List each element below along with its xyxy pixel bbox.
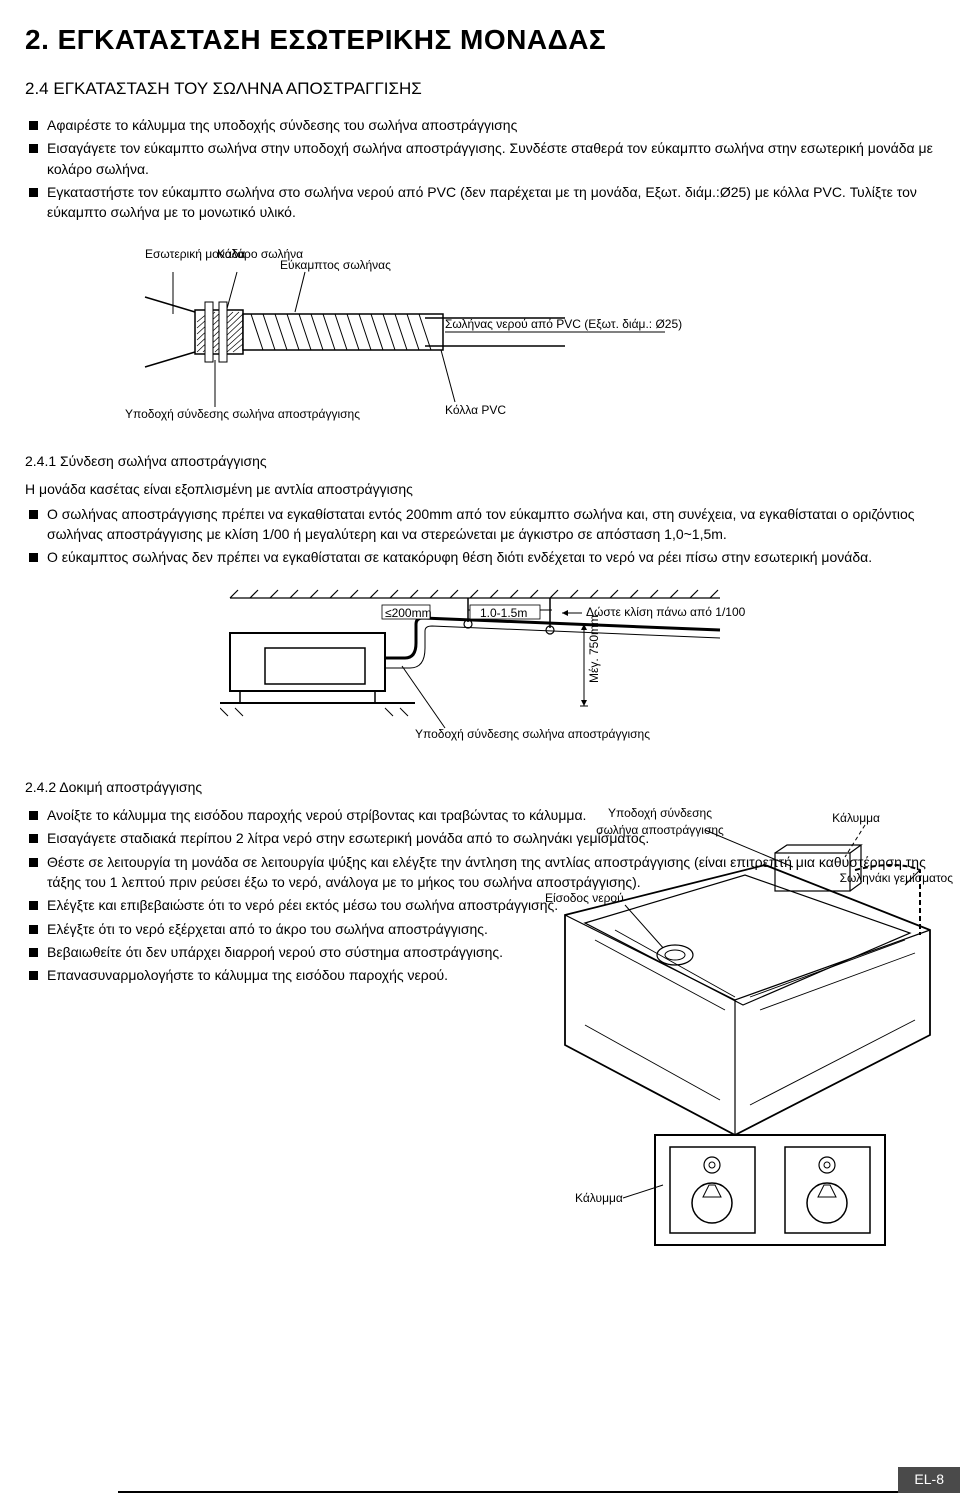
page-title: 2. ΕΓΚΑΤΑΣΤΑΣΗ ΕΣΩΤΕΡΙΚΗΣ ΜΟΝΑΔΑΣ [25,20,935,59]
bullets-2-4-1: Ο σωλήνας αποστράγγισης πρέπει να εγκαθί… [25,504,935,568]
figure-hose-connection: Εσωτερική μονάδα Κολάρο σωλήνα Εύκαμπτος… [125,242,725,432]
bullet-item: Θέστε σε λειτουργία τη μονάδα σε λειτουρ… [25,852,935,893]
bullet-item: Αφαιρέστε το κάλυμμα της υποδοχής σύνδεσ… [25,115,935,135]
label-drain-socket: Υποδοχή σύνδεσης σωλήνα αποστράγγισης [125,406,360,423]
bullet-item: Επανασυναρμολογήστε το κάλυμμα της εισόδ… [25,965,935,985]
intro-2-4-1: Η μονάδα κασέτας είναι εξοπλισμένη με αν… [25,480,935,500]
bullet-item: Ο εύκαμπτος σωλήνας δεν πρέπει να εγκαθί… [25,547,935,567]
label-cover-2: Κάλυμμα [575,1190,623,1207]
bullet-item: Εισαγάγετε σταδιακά περίπου 2 λίτρα νερό… [25,828,935,848]
dim-200mm: ≤200mm [385,605,432,622]
label-drain-socket-2: Υποδοχή σύνδεσης σωλήνα αποστράγγισης [415,726,650,743]
page-number: EL-8 [898,1467,960,1493]
bullets-2-4-2: Ανοίξτε το κάλυμμα της εισόδου παροχής ν… [25,805,935,985]
bullet-item: Ανοίξτε το κάλυμμα της εισόδου παροχής ν… [25,805,935,825]
label-glue: Κόλλα PVC [445,402,506,419]
label-max-height: Μέγ. 750mm [586,615,603,683]
dim-1-1-5m: 1.0-1.5m [480,605,527,622]
bullet-item: Ελέγξτε ότι το νερό εξέρχεται από το άκρ… [25,919,935,939]
label-slope: Δώστε κλίση πάνω από 1/100 [586,604,745,621]
label-flexible-hose: Εύκαμπτος σωλήνας [280,257,391,274]
bullets-2-4: Αφαιρέστε το κάλυμμα της υποδοχής σύνδεσ… [25,115,935,222]
bullet-item: Ο σωλήνας αποστράγγισης πρέπει να εγκαθί… [25,504,935,545]
bullet-item: Ελέγξτε και επιβεβαιώστε ότι το νερό ρέε… [25,895,935,915]
subsection-2-4-1-title: 2.4.1 Σύνδεση σωλήνα αποστράγγισης [25,452,935,472]
bullet-item: Βεβαιωθείτε ότι δεν υπάρχει διαρροή νερο… [25,942,935,962]
page-footer: EL-8 [118,1467,960,1493]
bullet-item: Εισαγάγετε τον εύκαμπτο σωλήνα στην υποδ… [25,138,935,179]
figure-drain-slope: ≤200mm 1.0-1.5m Δώστε κλίση πάνω από 1/1… [220,588,740,758]
label-pvc-pipe: Σωλήνας νερού από PVC (Εξωτ. διάμ.: Ø25) [445,316,682,333]
bullet-item: Εγκαταστήστε τον εύκαμπτο σωλήνα στο σωλ… [25,182,935,223]
section-2-4-title: 2.4 ΕΓΚΑΤΑΣΤΑΣΗ ΤΟΥ ΣΩΛΗΝΑ ΑΠΟΣΤΡΑΓΓΙΣΗΣ [25,77,935,101]
